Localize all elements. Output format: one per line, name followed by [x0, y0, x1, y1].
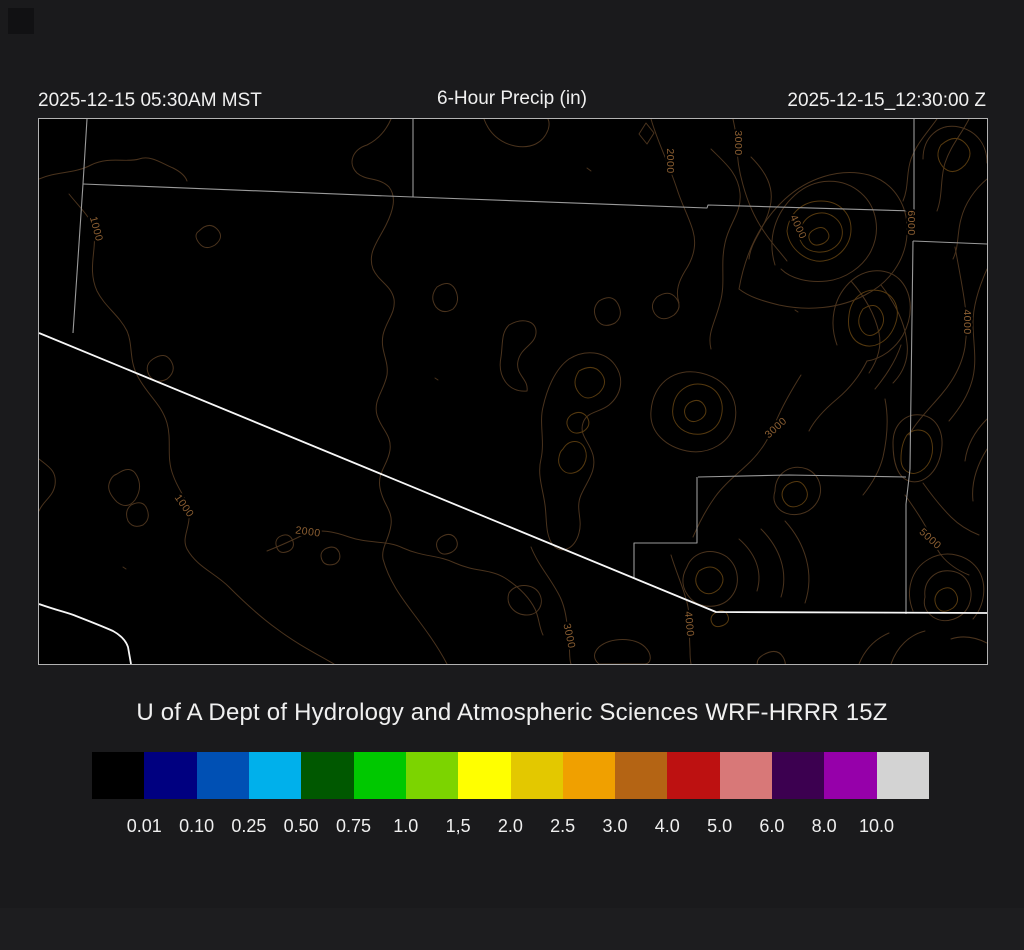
state-border-line	[72, 119, 88, 334]
colorbar-tick-label: 5.0	[707, 816, 733, 836]
valid-time-utc: 2025-12-15_12:30:00 Z	[787, 90, 986, 111]
contour-label: 1000	[87, 215, 105, 243]
colorbar-swatch	[562, 752, 616, 799]
colorbar-tick-label: 0.25	[231, 816, 267, 836]
colorbar-swatch	[353, 752, 406, 799]
colorbar-tick-label: 6.0	[759, 816, 785, 836]
state-border-line	[82, 183, 915, 212]
colorbar-swatch	[876, 752, 929, 799]
credit-line: U of A Dept of Hydrology and Atmospheric…	[136, 699, 888, 726]
colorbar-swatch	[615, 752, 668, 799]
colorbar-tick-label: 0.50	[283, 816, 319, 836]
plot-title: 6-Hour Precip (in)	[437, 88, 587, 109]
colorbar-tick-label: 1.0	[393, 816, 419, 836]
colorbar-swatch	[458, 752, 511, 799]
colorbar-swatch	[510, 752, 563, 799]
contour-label: 1000	[172, 492, 196, 520]
terrain-contours	[39, 119, 987, 664]
colorbar-tick-label: 0.01	[126, 816, 162, 836]
state-border-line	[905, 240, 914, 614]
colorbar-swatch	[92, 752, 145, 799]
colorbar-tick-label: 2.5	[550, 816, 576, 836]
colorbar-tick-label: 4.0	[654, 816, 680, 836]
colorbar-tick-label: 8.0	[811, 816, 837, 836]
colorbar-tick-label: 1,5	[445, 816, 471, 836]
colorbar-swatch	[772, 752, 825, 799]
colorbar-tick-label: 2.0	[497, 816, 523, 836]
colorbar-swatch	[667, 752, 720, 799]
coastline	[39, 603, 132, 664]
state-border-line	[912, 240, 987, 245]
state-border-line	[633, 477, 698, 578]
contour-label: 4000	[682, 611, 696, 637]
colorbar-swatch	[719, 752, 773, 799]
contour-label: 3000	[560, 622, 577, 649]
contour-label: 2000	[664, 148, 676, 173]
colorbar-tick-label: 10.0	[858, 816, 895, 836]
precip-map: 1000 2000 3000 4000 6000 4000 3000 1000 2000 3000…	[38, 118, 988, 665]
colorbar	[92, 752, 929, 799]
contour-label: 5000	[917, 526, 944, 552]
colorbar-tick-label: 0.75	[335, 816, 372, 836]
colorbar-tick-label: 0.10	[179, 816, 215, 836]
colorbar-swatch	[405, 752, 459, 799]
state-borders	[72, 119, 987, 614]
mexico-border-line	[39, 332, 987, 614]
contour-label: 4000	[787, 213, 809, 241]
colorbar-swatch	[196, 752, 249, 799]
colorbar-tick-label: 3.0	[602, 816, 628, 836]
valid-time-local: 2025-12-15 05:30AM MST	[38, 90, 262, 111]
colorbar-swatch	[144, 752, 197, 799]
contour-label: 2000	[295, 524, 322, 539]
contour-label: 3000	[763, 415, 790, 441]
decor-square	[8, 8, 34, 34]
contour-label: 6000	[905, 210, 917, 235]
colorbar-swatch	[301, 752, 354, 799]
bottom-strip	[0, 908, 1024, 950]
colorbar-tick-labels: 0.01 0.10 0.25 0.50 0.75 1.0 1,5 2.0 2.5 3.0 4.0 5.…	[0, 816, 1024, 840]
colorbar-swatch	[248, 752, 302, 799]
contour-label: 3000	[732, 130, 744, 155]
contour-labels: 1000 2000 3000 4000 6000 4000 3000 1000 2000 3000…	[85, 128, 975, 651]
state-border-line	[697, 474, 907, 478]
international-borders	[39, 332, 987, 664]
colorbar-swatch	[824, 752, 877, 799]
contour-label: 4000	[961, 309, 973, 334]
